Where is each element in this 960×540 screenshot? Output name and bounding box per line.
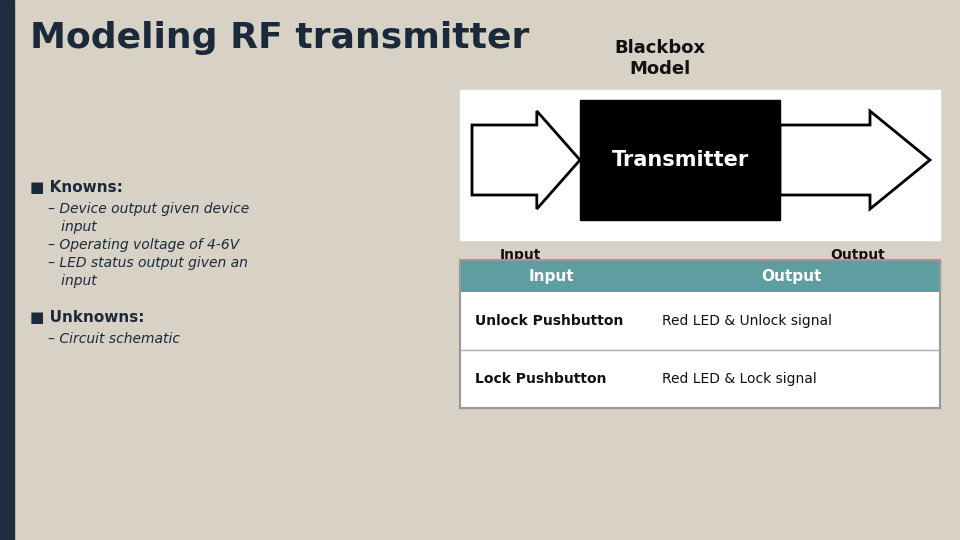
- Text: – LED status output given an: – LED status output given an: [48, 256, 248, 270]
- Text: – Circuit schematic: – Circuit schematic: [48, 332, 180, 346]
- Text: input: input: [48, 220, 97, 234]
- Text: ■ Unknowns:: ■ Unknowns:: [30, 310, 145, 325]
- Text: Lock Pushbutton: Lock Pushbutton: [475, 372, 607, 386]
- Text: Red LED & Unlock signal: Red LED & Unlock signal: [662, 314, 832, 328]
- Text: Output: Output: [830, 248, 885, 262]
- Text: ■ Knowns:: ■ Knowns:: [30, 180, 123, 195]
- Text: Unlock Pushbutton: Unlock Pushbutton: [475, 314, 623, 328]
- Polygon shape: [472, 111, 580, 209]
- Text: Blackbox
Model: Blackbox Model: [614, 39, 706, 78]
- Text: Transmitter: Transmitter: [612, 150, 749, 170]
- Text: Red LED & Lock signal: Red LED & Lock signal: [662, 372, 817, 386]
- Bar: [460, 350, 940, 408]
- Bar: [580, 100, 780, 220]
- Text: input: input: [48, 274, 97, 288]
- Bar: [460, 260, 940, 292]
- Text: Input: Input: [528, 268, 574, 284]
- Text: – Device output given device: – Device output given device: [48, 202, 250, 216]
- Bar: [460, 90, 940, 240]
- Polygon shape: [780, 111, 930, 209]
- Bar: [460, 292, 940, 350]
- Bar: [0, 0, 14, 540]
- Text: – Operating voltage of 4-6V: – Operating voltage of 4-6V: [48, 238, 239, 252]
- Text: Output: Output: [761, 268, 822, 284]
- Bar: [460, 260, 940, 408]
- Text: Modeling RF transmitter: Modeling RF transmitter: [30, 21, 529, 55]
- Text: Input: Input: [500, 248, 541, 262]
